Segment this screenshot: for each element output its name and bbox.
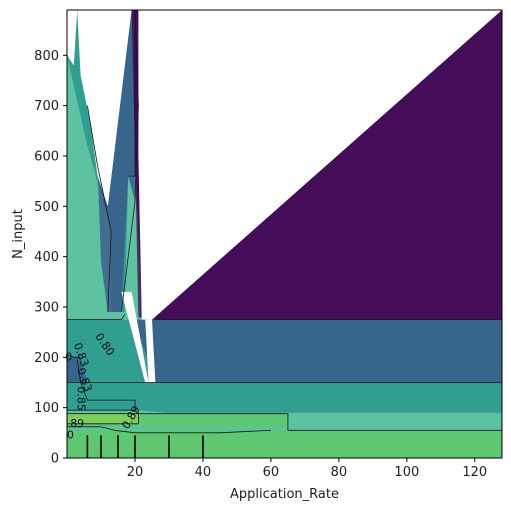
- contour-level-label-6: 89: [70, 417, 84, 430]
- contour-line-layer: [67, 10, 502, 434]
- x-tick-label-120: 120: [462, 465, 487, 480]
- y-tick-label-100: 100: [34, 401, 59, 416]
- x-axis-label: Application_Rate: [230, 487, 339, 502]
- empty-region-layer: [67, 10, 502, 383]
- contour-region-2: [67, 430, 502, 458]
- y-axis-ticks: 0 100 200 300 400 500 600 700 800: [34, 49, 67, 467]
- y-tick-label-700: 700: [34, 99, 59, 114]
- contour-level-label-8: 0: [67, 428, 74, 441]
- empty-region-2: [138, 10, 502, 320]
- contour-line-6: [67, 413, 139, 425]
- x-tick-label-80: 80: [331, 465, 348, 480]
- x-tick-label-60: 60: [263, 465, 280, 480]
- contour-line-10: [128, 10, 136, 177]
- empty-region-4: [145, 319, 156, 383]
- empty-region-5: [121, 291, 149, 383]
- y-tick-label-600: 600: [34, 149, 59, 164]
- vertical-mark-layer: [86, 435, 204, 458]
- contour-level-label-7: 0: [65, 350, 72, 363]
- y-axis-label: N_input: [11, 209, 26, 259]
- contour-region-9: [67, 357, 88, 383]
- y-tick-label-400: 400: [34, 250, 59, 265]
- y-tick-label-800: 800: [34, 49, 59, 64]
- contour-line-12: [67, 354, 81, 358]
- contour-region-7: [131, 319, 502, 383]
- contour-line-11: [76, 359, 136, 411]
- y-tick-label-500: 500: [34, 200, 59, 215]
- empty-region-1: [77, 10, 132, 207]
- y-tick-label-200: 200: [34, 351, 59, 366]
- y-tick-label-0: 0: [51, 452, 59, 467]
- y-tick-label-300: 300: [34, 300, 59, 315]
- x-tick-label-20: 20: [127, 465, 144, 480]
- x-axis-ticks: 20 40 60 80 100 120: [127, 458, 487, 480]
- contour-region-4: [67, 413, 288, 427]
- plot-frame: [66, 9, 503, 459]
- contour-level-label-4: 0.85: [75, 386, 88, 411]
- contour-line-7: [67, 426, 271, 434]
- contour-line-1: [67, 314, 126, 321]
- contour-line-9: [121, 10, 139, 313]
- empty-region-3: [67, 10, 78, 66]
- contour-line-5: [67, 409, 502, 431]
- x-tick-label-40: 40: [195, 465, 212, 480]
- x-tick-label-100: 100: [394, 465, 419, 480]
- contour-line-8: [87, 105, 112, 313]
